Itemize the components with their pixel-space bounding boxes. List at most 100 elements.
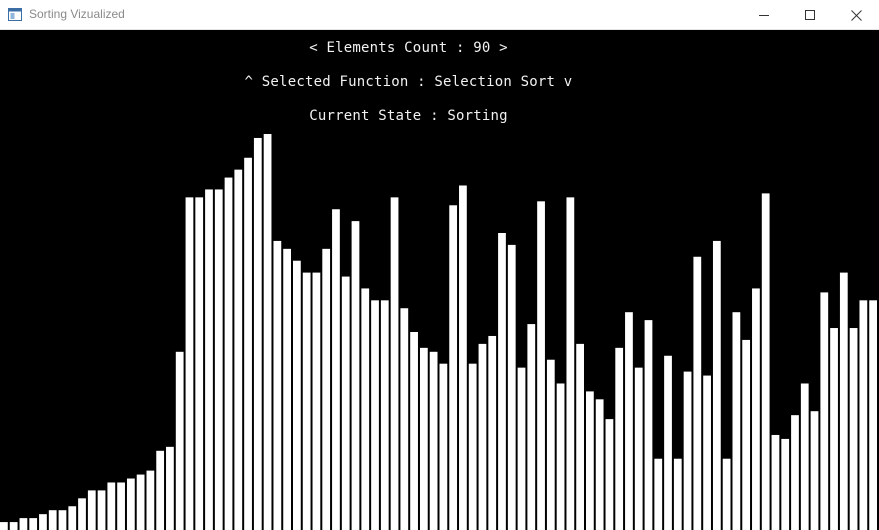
bar <box>136 474 145 530</box>
bar <box>800 383 809 530</box>
bar <box>58 510 67 530</box>
bar <box>117 482 125 530</box>
bar <box>48 510 57 530</box>
bar <box>859 300 868 530</box>
minimize-icon <box>759 15 769 16</box>
bar <box>166 446 174 530</box>
maximize-icon <box>805 10 815 20</box>
bar <box>351 221 360 530</box>
bar <box>429 351 438 530</box>
bar <box>869 300 877 530</box>
bar <box>830 328 838 530</box>
bar <box>742 339 751 530</box>
bar <box>664 355 672 530</box>
bar <box>644 320 653 530</box>
bar <box>97 490 106 530</box>
bar <box>810 411 819 530</box>
bar <box>781 438 790 530</box>
bar <box>9 522 18 530</box>
bar <box>371 300 379 530</box>
bar <box>507 244 516 530</box>
bar <box>771 434 780 530</box>
bar <box>312 272 321 530</box>
app-window-icon <box>8 8 22 21</box>
bar <box>244 157 252 530</box>
bar <box>634 367 643 530</box>
bar <box>322 248 331 530</box>
bar <box>576 343 584 530</box>
bar <box>546 359 555 530</box>
window-title: Sorting Vizualized <box>29 7 125 21</box>
bar <box>693 256 702 530</box>
bar-chart <box>0 134 877 530</box>
bar <box>19 518 28 530</box>
bar <box>625 312 633 530</box>
bar <box>78 498 86 530</box>
bar <box>107 482 116 530</box>
bar <box>283 248 291 530</box>
bar <box>820 292 829 530</box>
bar <box>839 272 848 530</box>
bar <box>703 375 711 530</box>
visualization-canvas: < Elements Count : 90 > ^ Selected Funct… <box>0 30 879 530</box>
bar <box>615 347 624 530</box>
bar <box>380 300 389 530</box>
bar <box>761 193 770 530</box>
bar <box>566 197 575 530</box>
bar <box>175 351 184 530</box>
bar <box>517 367 526 530</box>
bar <box>68 506 77 530</box>
bar <box>498 233 506 530</box>
bar <box>39 514 47 530</box>
bar <box>595 399 604 530</box>
bar <box>332 209 340 530</box>
bar <box>849 328 858 530</box>
bar <box>253 137 262 530</box>
bar <box>673 458 682 530</box>
bar <box>722 458 731 530</box>
bar <box>29 518 38 530</box>
bar <box>205 189 213 530</box>
bar <box>224 177 233 530</box>
bar <box>478 343 487 530</box>
bar <box>87 490 96 530</box>
bar <box>126 478 135 530</box>
title-bar[interactable]: Sorting Vizualized <box>0 0 879 30</box>
bar <box>537 201 545 530</box>
bar <box>214 189 223 530</box>
bar <box>683 371 692 530</box>
bar <box>400 308 409 530</box>
bar <box>185 197 194 530</box>
bar <box>156 450 165 530</box>
bar <box>195 197 204 530</box>
bar <box>752 288 760 530</box>
bar <box>459 185 467 530</box>
bar <box>712 240 721 530</box>
bar <box>293 260 301 530</box>
maximize-button[interactable] <box>787 0 833 30</box>
bar <box>234 169 243 530</box>
bar <box>419 347 428 530</box>
bar <box>605 419 614 530</box>
bar <box>556 383 565 530</box>
selected-function-label[interactable]: ^ Selected Function : Selection Sort v <box>244 74 573 90</box>
bar <box>361 288 370 530</box>
bar <box>263 134 272 530</box>
bar <box>0 522 8 530</box>
bar <box>302 272 311 530</box>
bar <box>468 363 477 530</box>
bar <box>654 458 663 530</box>
bar <box>146 470 155 530</box>
elements-count-label[interactable]: < Elements Count : 90 > <box>309 40 508 56</box>
bar <box>586 391 594 530</box>
close-button[interactable] <box>833 0 879 30</box>
bar <box>527 324 536 530</box>
bar <box>732 312 741 530</box>
current-state-label: Current State : Sorting <box>309 108 508 124</box>
minimize-button[interactable] <box>741 0 787 30</box>
bar <box>390 197 399 530</box>
bar <box>273 240 282 530</box>
bar <box>410 332 418 530</box>
bar <box>341 276 350 530</box>
